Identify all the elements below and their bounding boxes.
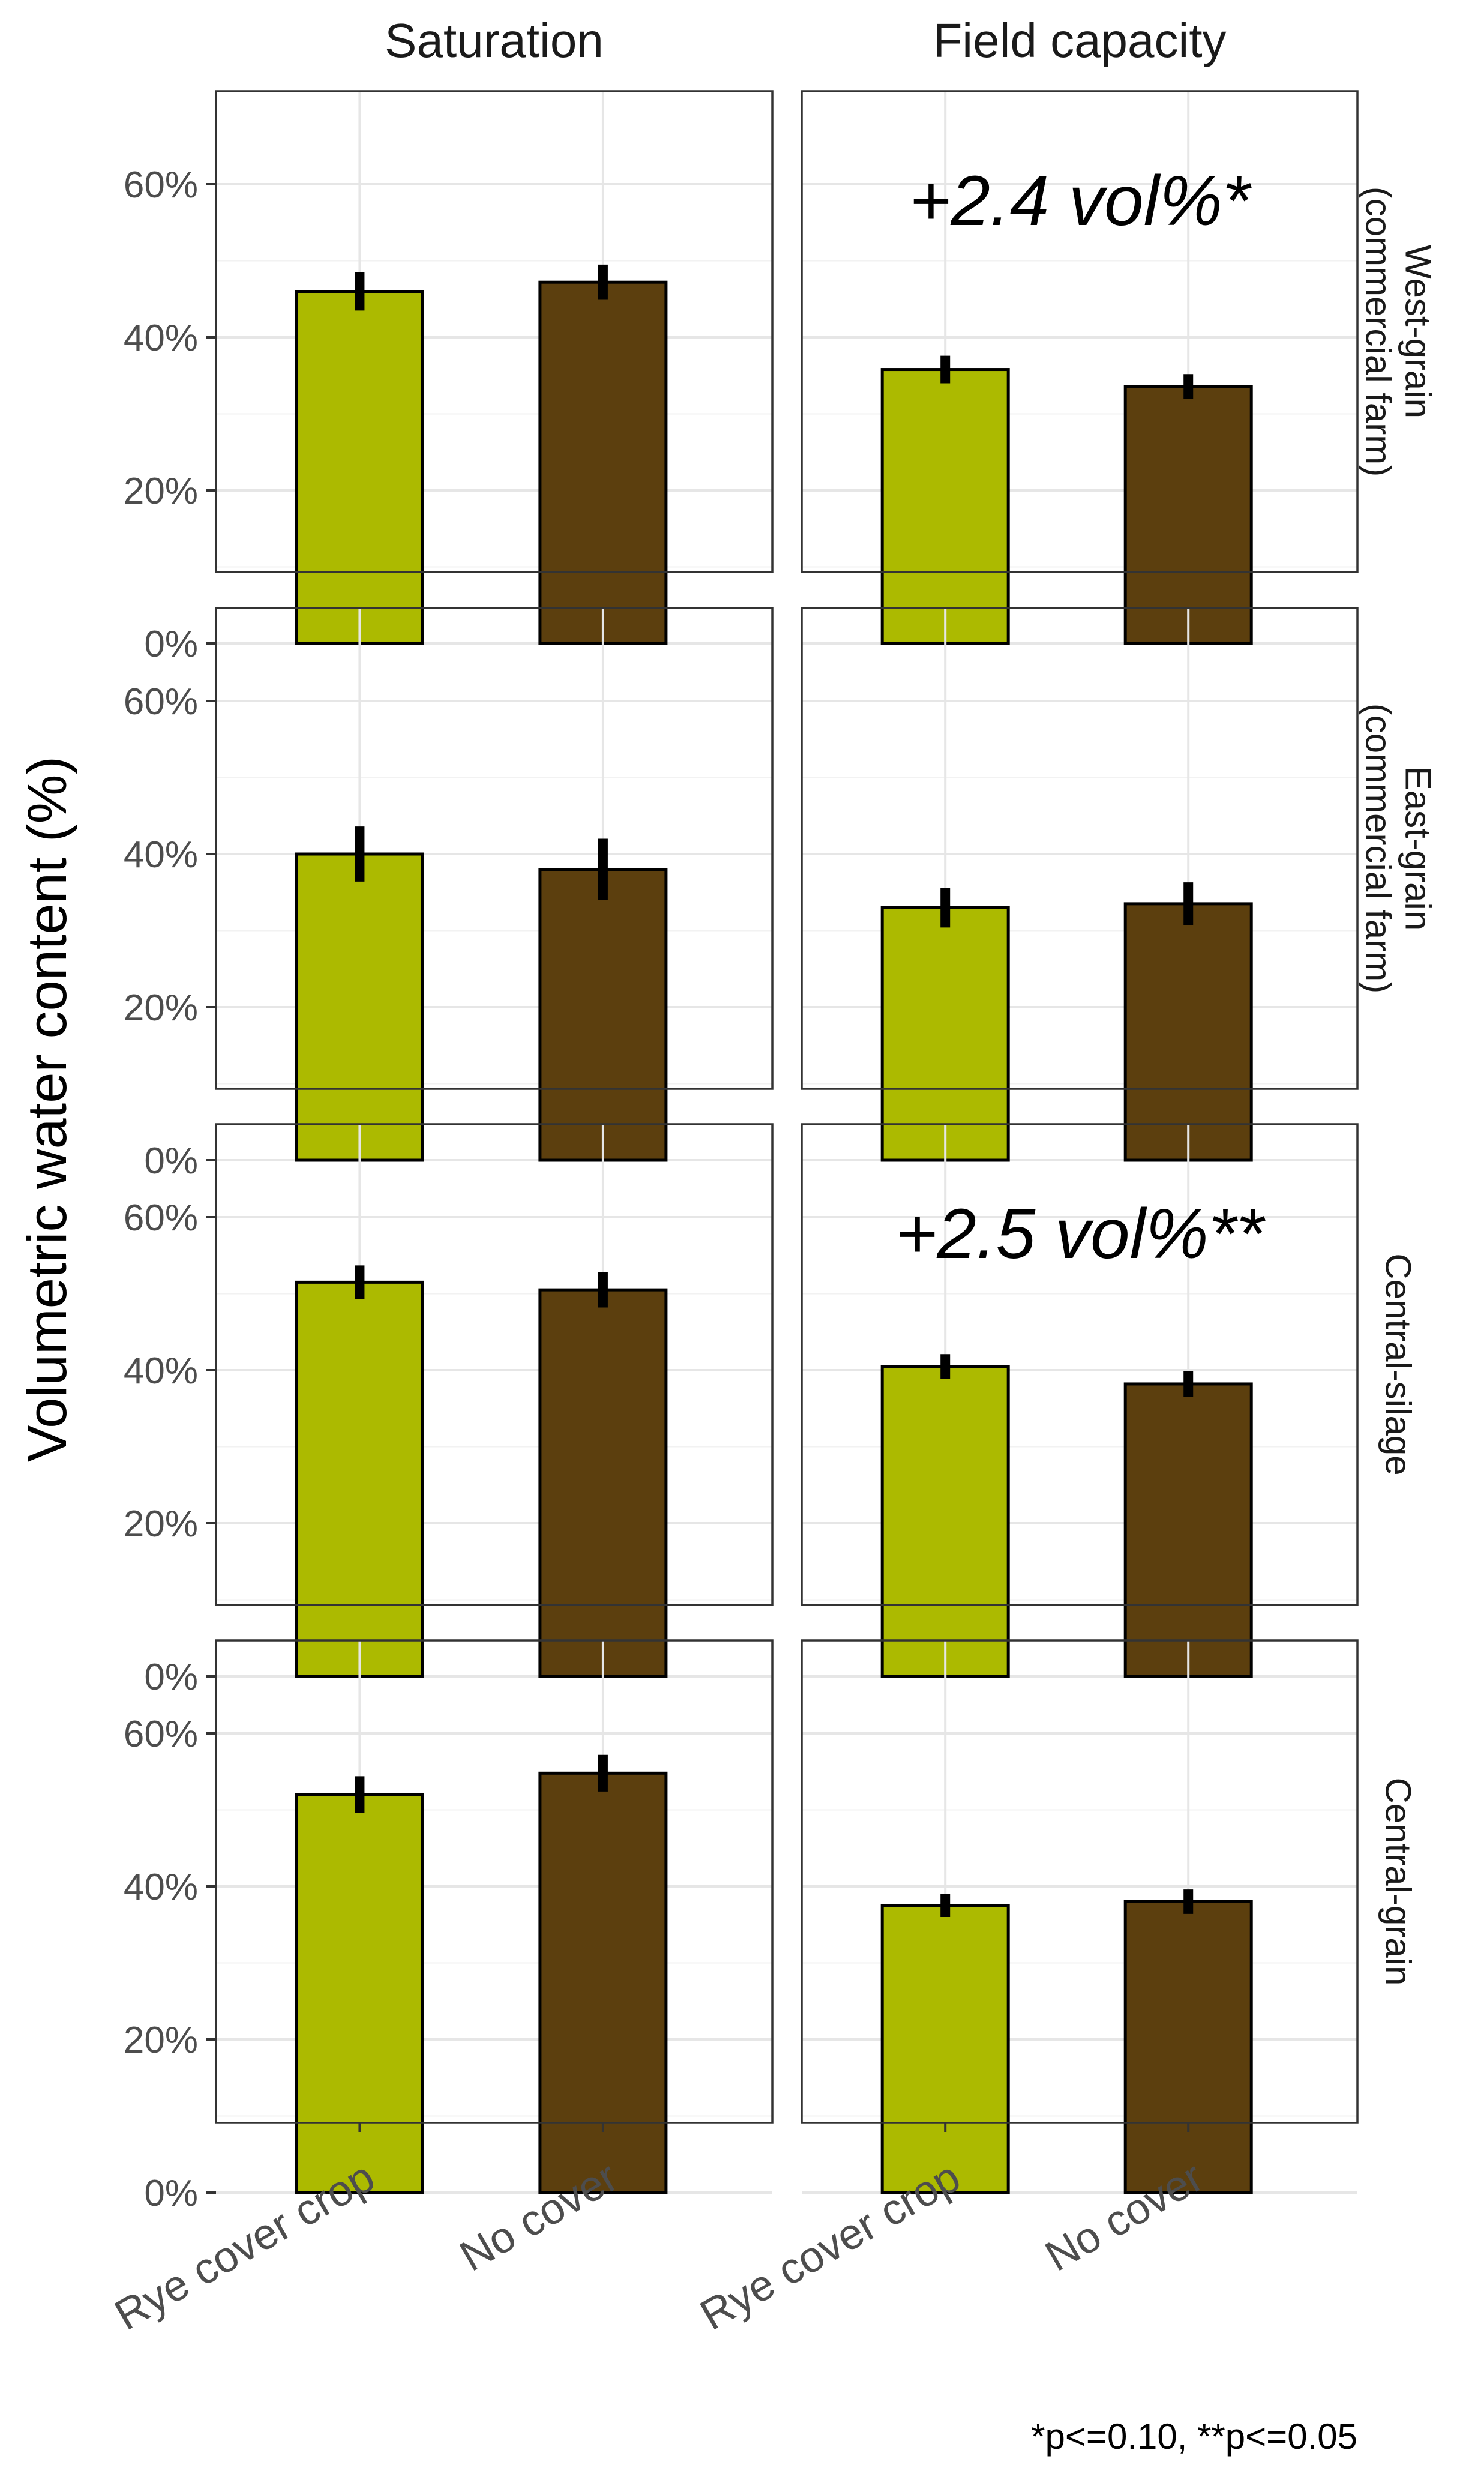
y-tick-label: 20% [124, 471, 198, 512]
row-title-2: Central-silage [1378, 1253, 1419, 1475]
bar-no-cover [1123, 1900, 1253, 2194]
panel-3-1 [801, 1639, 1359, 2194]
panel-2-1 [801, 1123, 1359, 1678]
panel-border [215, 607, 774, 1090]
row-title-1: (commercial farm) [1359, 703, 1399, 993]
bar-rye-cover-crop [880, 906, 1010, 1162]
chart-panels [206, 90, 1359, 2194]
significance-annotation: +2.5 vol%** [895, 1194, 1266, 1274]
y-tick-label: 0% [144, 1140, 198, 1182]
y-tick-label: 40% [124, 1867, 198, 1908]
y-tick-label: 20% [124, 2020, 198, 2061]
panel-1-0 [206, 607, 774, 1162]
panel-border [801, 1639, 1359, 2124]
bar-no-cover [1123, 1382, 1253, 1678]
bar-no-cover [538, 280, 668, 645]
y-tick-label: 40% [124, 1350, 198, 1392]
panel-0-0 [206, 90, 774, 645]
y-tick-label: 40% [124, 318, 198, 359]
bar-rye-cover-crop [295, 290, 424, 645]
panel-border [215, 90, 774, 573]
y-tick-label: 60% [124, 681, 198, 723]
y-tick-label: 0% [144, 2173, 198, 2214]
footnote: *p<=0.10, **p<=0.05 [1031, 2416, 1357, 2457]
panel-border [215, 1639, 774, 2124]
panel-1-1 [801, 607, 1359, 1162]
y-tick-label: 40% [124, 834, 198, 876]
bar-rye-cover-crop [295, 852, 424, 1162]
y-tick-label: 60% [124, 164, 198, 206]
bar-rye-cover-crop [880, 1904, 1010, 2194]
bar-rye-cover-crop [295, 1793, 424, 2194]
y-tick-label: 60% [124, 1197, 198, 1239]
y-tick-label: 0% [144, 1657, 198, 1698]
panel-0-1 [801, 90, 1359, 645]
panel-border [801, 607, 1359, 1090]
bar-rye-cover-crop [880, 368, 1010, 645]
row-title-0: (commercial farm) [1359, 187, 1399, 477]
y-tick-label: 0% [144, 624, 198, 665]
column-title-1: Field capacity [933, 14, 1226, 67]
bar-no-cover [538, 868, 668, 1162]
column-title-0: Saturation [385, 14, 604, 67]
panel-border [215, 1123, 774, 1606]
panel-3-0 [206, 1639, 774, 2194]
bar-no-cover [1123, 902, 1253, 1162]
y-tick-label: 20% [124, 1503, 198, 1545]
bar-rye-cover-crop [880, 1365, 1010, 1678]
bar-rye-cover-crop [295, 1280, 424, 1678]
y-tick-label: 20% [124, 987, 198, 1029]
y-axis-title: Volumetric water content (%) [17, 756, 78, 1462]
row-title-1: East-grain [1398, 766, 1438, 930]
row-title-0: West-grain [1398, 245, 1438, 418]
bar-no-cover [1123, 385, 1253, 645]
significance-annotation: +2.4 vol%* [909, 161, 1252, 241]
y-tick-label: 60% [124, 1714, 198, 1755]
panel-border [801, 90, 1359, 573]
row-title-3: Central-grain [1378, 1778, 1419, 1986]
panel-border [801, 1123, 1359, 1606]
x-tick-label: Rye cover crop [692, 2153, 968, 2340]
bar-no-cover [538, 1288, 668, 1678]
panel-2-0 [206, 1123, 774, 1678]
